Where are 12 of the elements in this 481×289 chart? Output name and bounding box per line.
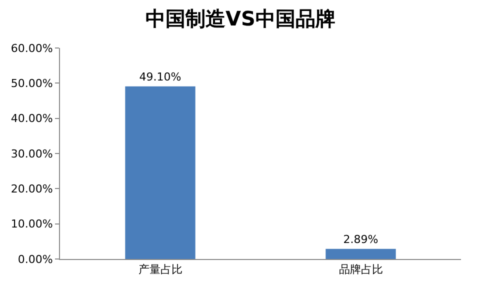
x-tick-label: 品牌占比 <box>338 263 383 276</box>
y-tick-label: 10.00% <box>10 218 53 231</box>
data-label: 49.10% <box>139 70 182 84</box>
y-tick-label: 30.00% <box>10 147 53 160</box>
y-tick-label: 40.00% <box>10 112 53 126</box>
y-tick-label: 50.00% <box>10 77 53 90</box>
y-tick-label: 20.00% <box>10 182 53 196</box>
y-tick-label: 60.00% <box>10 42 53 55</box>
y-tick-label: 0.00% <box>18 252 53 266</box>
x-tick-label: 产量占比 <box>138 263 182 276</box>
data-label: 2.89% <box>343 232 378 246</box>
chart-title: 中国制造VS中国品牌 <box>146 6 336 31</box>
